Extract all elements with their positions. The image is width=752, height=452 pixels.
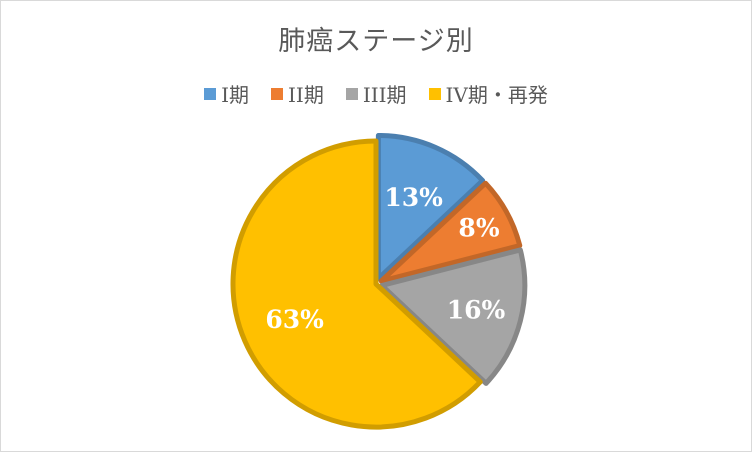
pie-data-labels: 13% 8% 16% 63% [265, 183, 505, 334]
legend-item-stage-1: I期 [204, 79, 249, 108]
legend-label-stage-2: II期 [288, 83, 324, 107]
legend-item-stage-2: II期 [271, 79, 324, 108]
pie-slice-stage-3 [379, 247, 528, 386]
legend-swatch-stage-4 [428, 87, 441, 100]
pie-label-stage-4: 63% [265, 305, 324, 334]
legend-swatch-stage-2 [271, 87, 284, 100]
pie-slice-stage-2 [378, 180, 523, 284]
pie-label-stage-2: 8% [458, 213, 499, 242]
legend-swatch-stage-1 [204, 87, 217, 100]
chart-title: 肺癌ステージ別 [278, 26, 474, 57]
pie-label-stage-1: 13% [384, 183, 443, 212]
pie-label-stage-3: 16% [447, 296, 506, 325]
legend-label-stage-3: III期 [362, 83, 407, 107]
pie-slice-stage-1 [375, 132, 486, 281]
pie-slice-stage-4 [230, 138, 483, 430]
pie-slices [230, 132, 528, 430]
legend-swatch-stage-3 [345, 87, 358, 100]
legend-label-stage-1: I期 [221, 83, 250, 107]
legend: I期 II期 III期 IV期・再発 [1, 79, 751, 108]
legend-label-stage-4: IV期・再発 [445, 83, 548, 107]
legend-item-stage-4: IV期・再発 [428, 79, 548, 108]
legend-item-stage-3: III期 [345, 79, 407, 108]
